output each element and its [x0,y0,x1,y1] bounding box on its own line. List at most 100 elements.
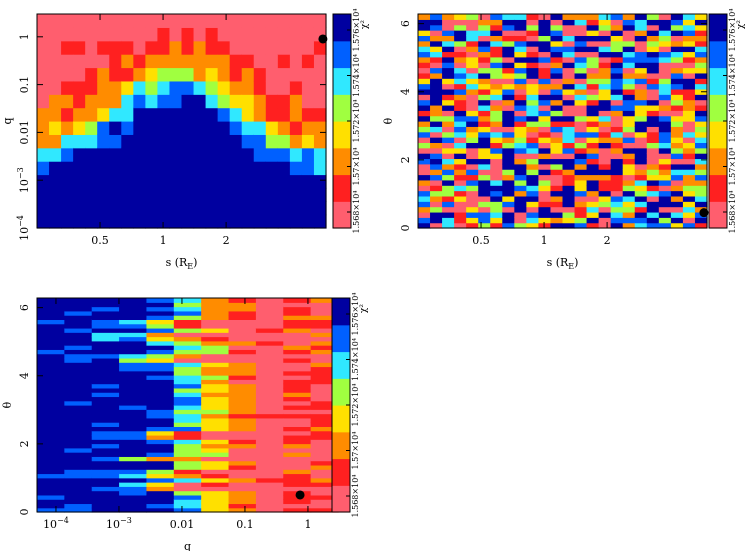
colorbar-swatch [332,324,350,331]
heatmap-cell [478,83,491,90]
colorbar-swatch [333,137,351,143]
heatmap-cell [658,14,672,20]
heatmap-cell [91,460,120,466]
heatmap-cell [634,19,648,26]
heatmap-cell [610,195,624,202]
heatmap-cell [121,80,134,95]
heatmap-cell [526,19,540,26]
heatmap-cell [157,94,171,109]
heatmap-cell [205,54,219,69]
heatmap-cell [586,131,600,138]
heatmap-cell [526,51,540,58]
heatmap-cell [694,99,708,106]
heatmap-cell [490,126,503,133]
heatmap-cell [550,190,564,197]
heatmap-cell [622,163,636,170]
heatmap-cell [466,222,479,229]
heatmap-cell [205,27,219,42]
heatmap-cell [133,121,146,135]
heatmap-cell [310,460,339,466]
heatmap-cell [228,323,257,329]
heatmap-cell [283,422,312,427]
heatmap-cell [205,14,219,28]
heatmap-cell [526,217,540,224]
heatmap-cell [146,460,175,466]
heatmap-cell [538,222,552,229]
heatmap-cell [119,362,148,368]
heatmap-cell [658,46,672,53]
heatmap-cell [418,30,431,36]
heatmap-cell [255,422,284,427]
heatmap-cell [97,121,110,135]
heatmap-cell [205,67,219,82]
heatmap-cell [133,80,146,95]
heatmap-cell [145,107,159,122]
heatmap-cell [310,447,339,453]
colorbar-swatch [333,110,351,117]
heatmap-cell [173,405,202,410]
heatmap-cell [634,153,648,160]
heatmap-cell [466,153,479,160]
heatmap-cell [514,14,527,20]
heatmap-cell [442,195,455,202]
heatmap-cell [622,179,636,186]
colorbar-swatch [709,14,727,20]
heatmap-cell [490,190,503,197]
heatmap-cell [157,201,171,216]
heatmap-cell [64,298,93,303]
heatmap-cell [550,94,564,101]
heatmap-cell [514,83,527,90]
heatmap-cell [217,40,231,55]
heatmap-cell [145,201,159,216]
heatmap-cell [313,201,327,216]
heatmap-cell [61,161,74,176]
heatmap-cell [610,169,624,176]
heatmap-cell [228,486,257,492]
colorbar-swatch [332,346,350,353]
colorbar-swatch [709,222,727,229]
heatmap-cell [229,14,243,28]
heatmap-cell [598,62,612,69]
heatmap-cell [430,56,443,63]
heatmap-cell [682,56,696,63]
heatmap-cell [146,464,175,470]
colorbar-swatch [332,298,350,304]
heatmap-cell [91,349,120,355]
heatmap-cell [598,179,612,186]
heatmap-cell [255,477,284,483]
heatmap-cell [229,121,243,135]
heatmap-cell [201,434,230,440]
heatmap-cell [146,456,175,462]
heatmap-cell [277,67,291,82]
heatmap-cell [502,46,515,53]
heatmap-cell [418,185,431,192]
colorbar-label: 1.572×10⁴ [351,384,360,427]
heatmap-cell [490,185,503,192]
heatmap-cell [454,30,467,36]
heatmap-cell [610,179,624,186]
heatmap-cell [562,78,576,85]
heatmap-cell [64,503,93,509]
heatmap-cell [217,134,231,149]
heatmap-cell [64,375,93,380]
heatmap-cell [146,477,175,483]
heatmap-cell [64,443,93,449]
heatmap-cell [418,115,431,122]
heatmap-cell [253,134,267,149]
heatmap-cell [682,163,696,170]
heatmap-cell [430,19,443,26]
heatmap-cell [119,357,148,363]
heatmap-cell [85,107,98,122]
heatmap-cell [694,190,708,197]
heatmap-cell [478,163,491,170]
heatmap-cell [418,83,431,90]
heatmap-cell [610,174,624,181]
heatmap-cell [418,94,431,101]
heatmap-cell [490,174,503,181]
colorbar-swatch [332,362,350,369]
heatmap-cell [255,319,284,325]
heatmap-cell [61,187,74,202]
heatmap-cell [201,452,230,457]
heatmap-cell [283,413,312,419]
heatmap-cell [61,67,74,82]
